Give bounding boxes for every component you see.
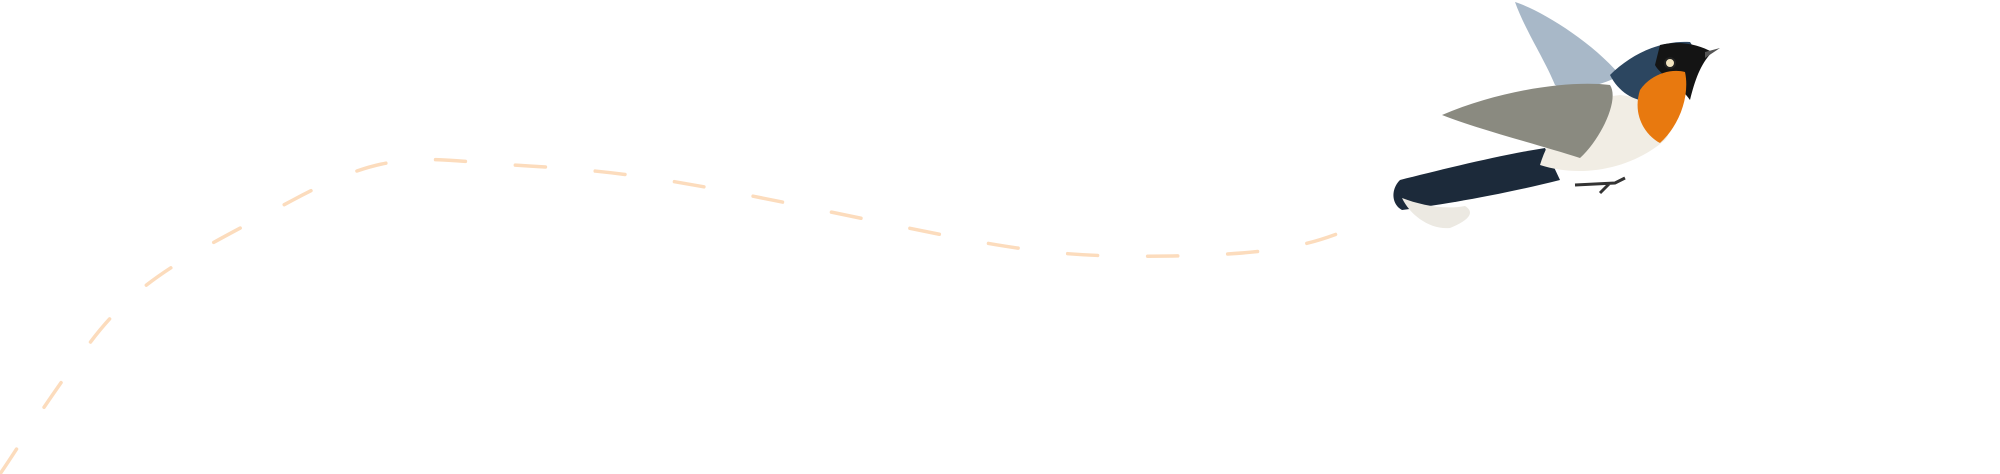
bird-feet [1574,176,1626,195]
dashed-flight-path [0,157,1360,474]
bird-icon [1393,2,1720,229]
bird-tail-tip [1402,198,1470,229]
bird-eye [1664,57,1676,69]
bird-tail [1393,148,1560,210]
bird-beak [1705,48,1720,58]
bird-throat [1637,70,1687,143]
bird-upper-wing [1515,2,1620,88]
bird-lower-wing [1442,83,1613,158]
